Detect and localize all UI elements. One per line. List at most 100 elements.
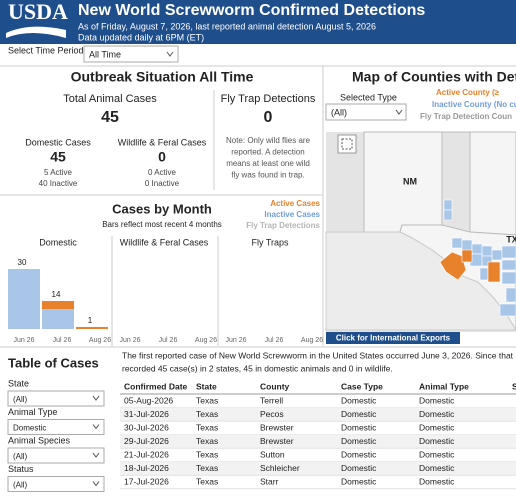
filter-label: Select Time Period	[8, 45, 84, 55]
dropdown-arrow	[92, 424, 100, 430]
filter-value: Domestic	[13, 424, 46, 433]
inactive-counties	[443, 199, 516, 317]
logo-swoosh	[6, 26, 66, 38]
x-tick-label: Aug 26	[301, 337, 323, 344]
export-button[interactable]	[326, 332, 460, 344]
x-tick-label: Jun 26	[13, 337, 34, 344]
table-cell: Domestic	[341, 449, 377, 459]
map-legend: Inactive County (No cu	[432, 100, 516, 109]
panel-title: Wildlife & Feral Cases	[120, 237, 209, 247]
table-cell: Texas	[196, 436, 218, 446]
logo: USDA	[8, 0, 68, 24]
bar-label: 1	[88, 316, 93, 325]
x-tick-label: Aug 26	[195, 337, 217, 344]
table-cell: Domestic	[419, 395, 455, 405]
table-cell: Pecos	[260, 409, 284, 419]
filter-dropdown[interactable]	[7, 447, 105, 464]
bar-inactive	[8, 269, 40, 329]
filter-label: Selected Type	[340, 92, 397, 102]
filter-value: (All)	[13, 481, 28, 490]
filter-value: All Time	[89, 49, 121, 59]
kpi-detail: 40 Inactive	[39, 179, 78, 188]
bar-label: 14	[52, 290, 61, 299]
row-stripe	[120, 461, 516, 476]
filter-label: State	[8, 378, 29, 388]
column-header: State	[196, 381, 217, 391]
table-cell: 21-Jul-2026	[124, 449, 169, 459]
table-cell: Domestic	[341, 422, 377, 432]
header-bar	[0, 0, 516, 44]
kpi-label: Fly Trap Detections	[221, 93, 316, 105]
button-label: Click for International Exports	[336, 334, 451, 343]
note-text: means at least one wild	[226, 159, 310, 168]
x-tick-label: Jun 26	[119, 337, 140, 344]
intro-text: recorded 45 case(s) in 2 states, 45 in d…	[122, 363, 393, 373]
dropdown-arrow	[395, 109, 403, 115]
subtitle: Data updated daily at 6PM (ET)	[78, 32, 204, 42]
x-tick-label: Jul 26	[265, 337, 284, 344]
legend-item: Inactive Cases	[264, 210, 320, 219]
column-header: Confirmed Date	[124, 381, 188, 391]
table-cell: Sutton	[260, 449, 285, 459]
table-cell: 17-Jul-2026	[124, 476, 169, 486]
table-cell: Schleicher	[260, 463, 300, 473]
row-stripe	[120, 407, 516, 422]
section-title: Map of Counties with Detections	[352, 69, 516, 85]
table-cell: Terrell	[260, 395, 283, 405]
table-cell: Domestic	[419, 476, 455, 486]
filter-dropdown[interactable]	[7, 419, 105, 435]
filter-value: (All)	[13, 452, 28, 461]
type-dropdown[interactable]	[325, 103, 407, 121]
table-cell: Starr	[260, 476, 279, 486]
table-cell: Texas	[196, 409, 218, 419]
x-tick-label: Jun 26	[225, 337, 246, 344]
bar-active	[76, 327, 108, 329]
bar-active	[42, 301, 74, 309]
us-states	[363, 131, 516, 236]
zoom-button[interactable]	[337, 134, 357, 154]
state-label: NM	[403, 176, 417, 186]
title: New World Screwworm Confirmed Detections	[78, 2, 425, 19]
bar-label: 30	[18, 258, 27, 267]
note-text: reported. A detection	[231, 148, 304, 157]
filter-value: (All)	[331, 107, 347, 117]
column-header: County	[260, 381, 290, 391]
bar-inactive	[42, 309, 74, 329]
table-cell: Brewster	[260, 436, 294, 446]
dropdown-arrow	[92, 395, 100, 401]
section-subtitle: Bars reflect most recent 4 months	[102, 220, 222, 229]
filter-label: Animal Species	[8, 435, 71, 445]
table-cell: Texas	[196, 476, 218, 486]
note-text: Note: Only wild flies are	[226, 136, 311, 145]
section-title: Table of Cases	[8, 355, 99, 370]
table-cell: Texas	[196, 395, 218, 405]
kpi-value: 45	[50, 149, 66, 165]
kpi-detail: 0 Inactive	[145, 179, 180, 188]
zoom-icon	[341, 138, 353, 150]
kpi-label: Domestic Cases	[25, 137, 91, 147]
filter-dropdown[interactable]	[7, 476, 105, 492]
table-cell: Texas	[196, 422, 218, 432]
kpi-value: 45	[101, 109, 119, 126]
table-cell: Domestic	[341, 476, 377, 486]
row-stripe	[120, 434, 516, 449]
table-cell: 18-Jul-2026	[124, 463, 169, 473]
map-legend: Fly Trap Detection Coun	[420, 112, 512, 121]
table-cell: Domestic	[341, 395, 377, 405]
intro-text: The first reported case of New World Scr…	[122, 350, 514, 360]
panel-title: Domestic	[39, 237, 77, 247]
table-cell: Texas	[196, 463, 218, 473]
kpi-detail: 5 Active	[44, 168, 73, 177]
section-title: Outbreak Situation All Time	[71, 69, 254, 85]
filter-dropdown[interactable]	[7, 390, 105, 407]
time-dropdown[interactable]	[83, 45, 179, 63]
legend-item: Fly Trap Detections	[246, 221, 320, 230]
table-cell: 30-Jul-2026	[124, 422, 169, 432]
x-tick-label: Jul 26	[53, 337, 72, 344]
state-label: TX	[506, 234, 516, 244]
table-cell: Domestic	[419, 436, 455, 446]
dropdown-arrow	[92, 481, 100, 487]
kpi-value: 0	[158, 149, 166, 165]
map-legend: Active County (≥	[436, 88, 500, 97]
